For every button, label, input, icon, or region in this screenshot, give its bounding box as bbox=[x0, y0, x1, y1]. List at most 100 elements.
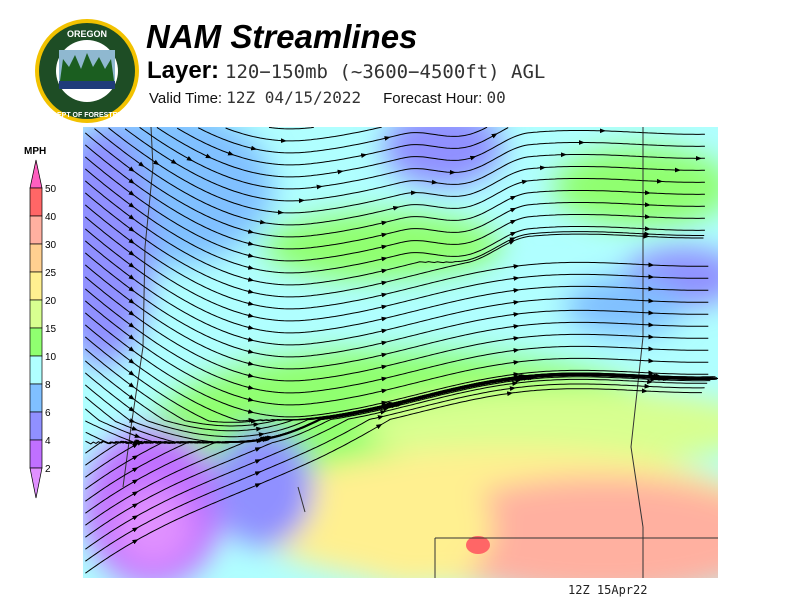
streamline bbox=[108, 127, 705, 214]
streamline-arrow bbox=[381, 256, 388, 262]
streamline-arrow bbox=[381, 292, 388, 298]
streamline-arrow bbox=[128, 334, 135, 340]
legend-tick-label: 25 bbox=[45, 268, 57, 279]
valid-time-info: Valid Time: 12Z 04/15/2022 Forecast Hour:… bbox=[149, 88, 506, 107]
streamline-arrow bbox=[392, 205, 400, 211]
streamline-arrow bbox=[247, 325, 255, 330]
streamline-arrow bbox=[153, 159, 160, 166]
streamline-arrow bbox=[247, 277, 255, 282]
streamline-arrow bbox=[381, 340, 388, 346]
streamline-arrow bbox=[247, 361, 255, 366]
legend-above-arrow bbox=[29, 159, 43, 189]
streamline-arrow bbox=[128, 382, 135, 388]
streamline-arrow bbox=[509, 237, 516, 242]
streamline bbox=[268, 127, 314, 130]
streamline-arrow bbox=[381, 268, 388, 274]
streamline-arrow bbox=[247, 301, 255, 306]
legend-units: MPH bbox=[24, 146, 47, 157]
streamline bbox=[156, 127, 705, 178]
forecast-label: Forecast Hour: bbox=[383, 90, 483, 107]
legend-tick-label: 6 bbox=[45, 408, 51, 419]
streamline-map bbox=[83, 127, 718, 578]
streamline-arrow bbox=[383, 406, 390, 412]
layer-value: 120−150mb (~3600−4500ft) AGL bbox=[225, 61, 546, 83]
streamline-arrow bbox=[247, 409, 255, 414]
legend-tick-label: 30 bbox=[45, 240, 57, 251]
streamline-arrow bbox=[128, 274, 135, 280]
streamline-arrow bbox=[509, 207, 517, 213]
streamline-arrow bbox=[388, 401, 395, 407]
streamline-arrow bbox=[508, 239, 516, 245]
streamline-arrow bbox=[381, 232, 388, 238]
streamline-arrow bbox=[247, 265, 255, 270]
streamline-arrow bbox=[128, 226, 135, 232]
streamline-arrow bbox=[186, 156, 193, 162]
legend-bin bbox=[29, 271, 43, 301]
streamline-arrow bbox=[381, 220, 388, 226]
streamline-arrow bbox=[506, 391, 514, 397]
streamline-arrow bbox=[132, 467, 139, 473]
streamline-arrow bbox=[138, 161, 145, 167]
valid-value: 12Z 04/15/2022 bbox=[226, 88, 362, 107]
streamline-arrow bbox=[247, 337, 255, 342]
legend-below-arrow bbox=[29, 467, 43, 499]
streamline-arrow bbox=[247, 229, 255, 234]
streamline-arrow bbox=[469, 155, 477, 161]
streamline-arrow bbox=[381, 352, 388, 358]
legend-bin bbox=[29, 383, 43, 413]
streamline-arrow bbox=[132, 491, 139, 497]
streamline-arrow bbox=[250, 145, 258, 151]
streamline-arrow bbox=[132, 439, 140, 445]
layer-label: Layer: bbox=[147, 57, 220, 84]
streamline-arrow bbox=[132, 539, 139, 545]
streamline-arrow bbox=[247, 349, 255, 354]
streamline-arrow bbox=[132, 443, 139, 449]
streamline-arrow bbox=[132, 527, 139, 533]
streamline-arrow bbox=[128, 202, 135, 208]
streamline-arrow bbox=[128, 358, 135, 364]
streamline bbox=[94, 128, 705, 226]
streamline-arrow bbox=[254, 447, 262, 452]
streamline-arrow bbox=[128, 166, 135, 172]
streamline-arrow bbox=[337, 169, 344, 175]
streamline-arrow bbox=[128, 238, 135, 244]
streamline-arrow bbox=[134, 433, 141, 438]
streamline-arrow bbox=[509, 231, 517, 237]
streamline-arrow bbox=[509, 219, 517, 225]
streamline-arrow bbox=[360, 153, 368, 158]
streamline-arrow bbox=[131, 426, 138, 431]
streamline-arrow bbox=[129, 418, 136, 423]
layer-info: Layer: 120−150mb (~3600−4500ft) AGL bbox=[147, 57, 545, 85]
legend-bin bbox=[29, 327, 43, 357]
streamline-arrow bbox=[132, 455, 139, 461]
streamline-arrow bbox=[128, 298, 135, 304]
streamline-arrow bbox=[132, 503, 139, 509]
streamline bbox=[139, 127, 705, 190]
streamline-arrow bbox=[381, 244, 388, 250]
legend-tick-label: 50 bbox=[45, 184, 57, 195]
streamline-arrow bbox=[385, 404, 393, 410]
streamline-arrow bbox=[247, 289, 255, 294]
streamline-arrow bbox=[521, 179, 529, 185]
streamline-arrow bbox=[384, 136, 391, 141]
streamline-arrow bbox=[128, 214, 135, 220]
streamline-arrow bbox=[128, 346, 135, 352]
streamline bbox=[124, 128, 705, 202]
legend-tick-label: 10 bbox=[45, 352, 57, 363]
streamline-arrow bbox=[227, 150, 235, 156]
streamline-arrow bbox=[380, 409, 387, 415]
streamline-arrow bbox=[132, 479, 139, 485]
streamline-arrow bbox=[128, 250, 135, 256]
legend-bin bbox=[29, 355, 43, 385]
streamline-arrow bbox=[381, 328, 388, 334]
legend-bin bbox=[29, 243, 43, 273]
streamline-arrow bbox=[381, 316, 388, 322]
streamline-arrow bbox=[205, 153, 212, 159]
streamline-arrow bbox=[259, 219, 267, 225]
streamline-arrow bbox=[254, 471, 262, 476]
streamline-arrow bbox=[381, 400, 388, 406]
streamline-arrow bbox=[132, 515, 139, 521]
legend-bin bbox=[29, 439, 43, 469]
streamline-arrow bbox=[254, 459, 262, 464]
streamline-arrow bbox=[381, 388, 388, 394]
